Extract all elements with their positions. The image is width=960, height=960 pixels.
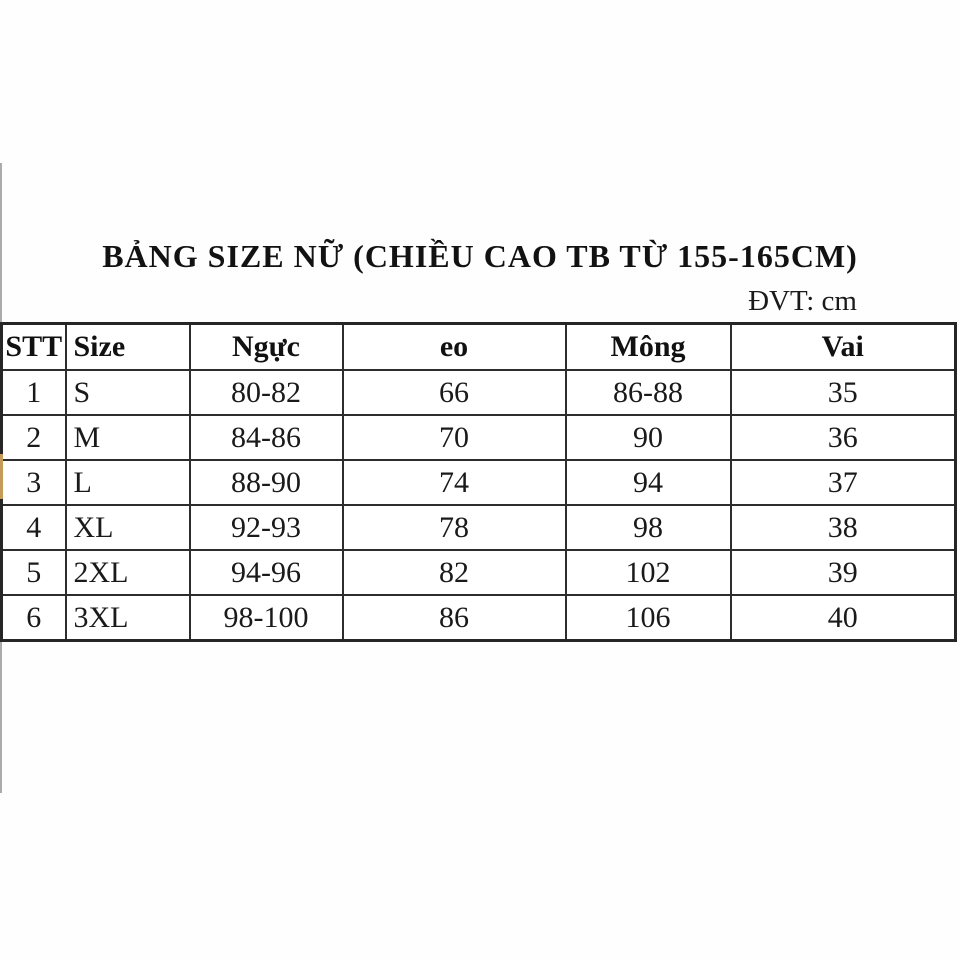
cell-eo: 82 bbox=[341, 549, 567, 596]
table-row: 5 2XL 94-96 82 102 39 bbox=[0, 549, 957, 596]
cell-nguc: 92-93 bbox=[188, 504, 344, 551]
cell-nguc: 80-82 bbox=[188, 369, 344, 416]
cell-mong: 98 bbox=[564, 504, 732, 551]
size-table-header-row: STT Size Ngực eo Mông Vai bbox=[0, 322, 957, 371]
cell-mong: 86-88 bbox=[564, 369, 732, 416]
cell-eo: 74 bbox=[341, 459, 567, 506]
cell-vai: 35 bbox=[729, 369, 957, 416]
cell-eo: 86 bbox=[341, 594, 567, 642]
cell-vai: 40 bbox=[729, 594, 957, 642]
cell-size: 2XL bbox=[64, 549, 191, 596]
column-header-eo: eo bbox=[341, 322, 567, 371]
cell-size: M bbox=[64, 414, 191, 461]
cell-size: L bbox=[64, 459, 191, 506]
size-table: STT Size Ngực eo Mông Vai 1 S 80-82 66 8… bbox=[0, 322, 957, 642]
cell-eo: 70 bbox=[341, 414, 567, 461]
cell-nguc: 94-96 bbox=[188, 549, 344, 596]
cell-size: S bbox=[64, 369, 191, 416]
table-row: 2 M 84-86 70 90 36 bbox=[0, 414, 957, 461]
table-row: 3 L 88-90 74 94 37 bbox=[0, 459, 957, 506]
unit-label: ĐVT: cm bbox=[748, 285, 857, 317]
cell-stt: 2 bbox=[0, 414, 67, 461]
page-title: BẢNG SIZE NỮ (CHIỀU CAO TB TỪ 155-165CM) bbox=[102, 238, 858, 274]
cell-nguc: 98-100 bbox=[188, 594, 344, 642]
cell-mong: 106 bbox=[564, 594, 732, 642]
cell-vai: 38 bbox=[729, 504, 957, 551]
cell-eo: 66 bbox=[341, 369, 567, 416]
cell-vai: 39 bbox=[729, 549, 957, 596]
cell-stt: 5 bbox=[0, 549, 67, 596]
cell-mong: 90 bbox=[564, 414, 732, 461]
cell-nguc: 88-90 bbox=[188, 459, 344, 506]
cell-vai: 36 bbox=[729, 414, 957, 461]
cell-size: 3XL bbox=[64, 594, 191, 642]
column-header-size: Size bbox=[64, 322, 191, 371]
cell-stt: 6 bbox=[0, 594, 67, 642]
cell-eo: 78 bbox=[341, 504, 567, 551]
column-header-mong: Mông bbox=[564, 322, 732, 371]
cell-vai: 37 bbox=[729, 459, 957, 506]
cell-size: XL bbox=[64, 504, 191, 551]
cell-nguc: 84-86 bbox=[188, 414, 344, 461]
row-highlight-marker bbox=[0, 454, 3, 499]
cell-stt: 1 bbox=[0, 369, 67, 416]
cell-mong: 102 bbox=[564, 549, 732, 596]
cell-mong: 94 bbox=[564, 459, 732, 506]
table-row: 4 XL 92-93 78 98 38 bbox=[0, 504, 957, 551]
table-row: 1 S 80-82 66 86-88 35 bbox=[0, 369, 957, 416]
table-row: 6 3XL 98-100 86 106 40 bbox=[0, 594, 957, 642]
cell-stt: 3 bbox=[0, 459, 67, 506]
column-header-vai: Vai bbox=[729, 322, 957, 371]
cell-stt: 4 bbox=[0, 504, 67, 551]
column-header-nguc: Ngực bbox=[188, 322, 344, 371]
column-header-stt: STT bbox=[0, 322, 67, 371]
